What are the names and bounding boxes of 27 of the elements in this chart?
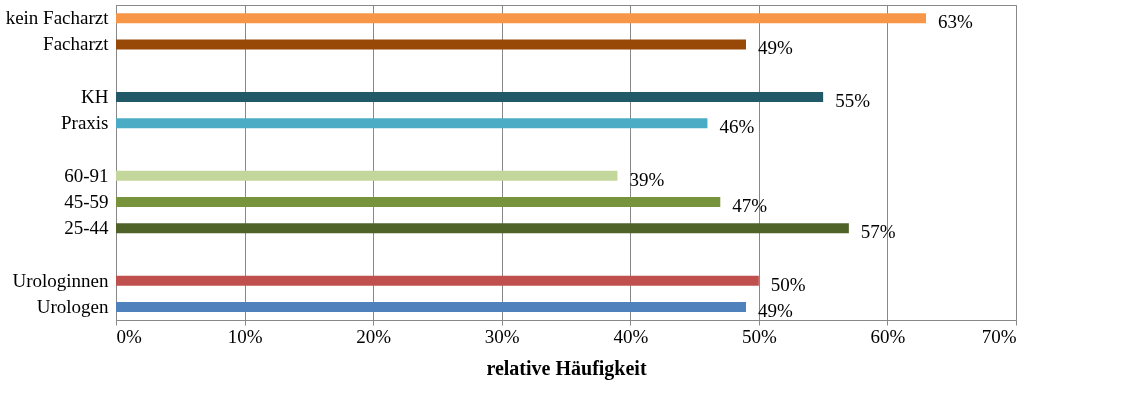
y-tick-label: Facharzt	[43, 33, 110, 55]
data-label: 55%	[835, 89, 871, 111]
data-label: 49%	[758, 299, 793, 321]
x-tick-label: 70%	[981, 325, 1017, 347]
x-tick-label: 10%	[227, 325, 263, 347]
x-tick-label: 0%	[116, 325, 142, 347]
y-tick-label: Praxis	[61, 112, 109, 134]
x-tick-label: 40%	[613, 325, 649, 347]
x-tick-label: 30%	[484, 325, 520, 347]
data-label: 49%	[758, 37, 793, 59]
x-axis-title: relative Häufigkeit	[486, 356, 647, 380]
x-tick-label: 20%	[356, 325, 392, 347]
y-tick-label: 25-44	[64, 217, 109, 239]
data-label: 46%	[719, 116, 755, 138]
y-tick-label: 60-91	[64, 164, 109, 186]
data-label: 57%	[860, 221, 896, 243]
x-tick-label: 50%	[741, 325, 777, 347]
data-label: 50%	[770, 273, 806, 295]
x-tick-label: 60%	[870, 325, 906, 347]
data-label: 47%	[732, 194, 768, 216]
y-tick-label: Urologinnen	[12, 269, 109, 291]
y-tick-label: Urologen	[36, 295, 109, 317]
y-tick-label: KH	[81, 85, 109, 107]
y-tick-label: 45-59	[64, 190, 109, 212]
data-label: 39%	[629, 168, 665, 190]
y-tick-label: kein Facharzt	[5, 7, 110, 29]
data-label: 63%	[938, 11, 973, 33]
